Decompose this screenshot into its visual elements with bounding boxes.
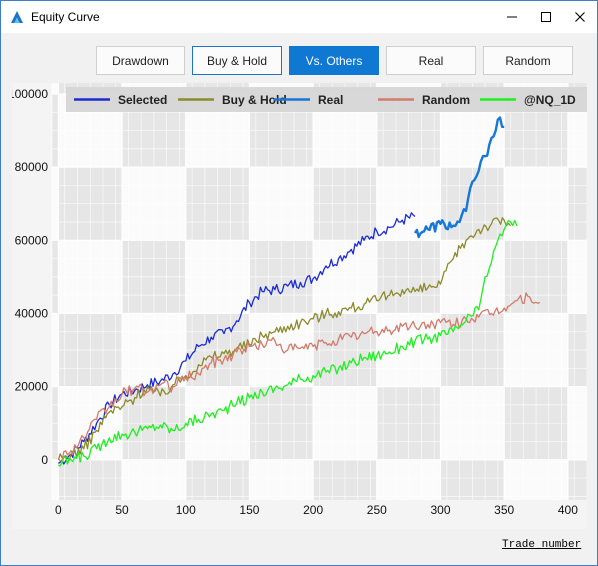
y-tick-label: 60000 — [15, 233, 49, 247]
x-tick-label: 50 — [115, 503, 129, 517]
drawdown-button[interactable]: Drawdown — [96, 46, 185, 75]
maximize-button[interactable] — [529, 1, 563, 33]
x-tick-label: 100 — [176, 503, 196, 517]
legend-label-random: Random — [422, 93, 470, 107]
app-logo-icon — [11, 11, 23, 23]
legend-label-selected: Selected — [118, 93, 167, 107]
series-line-selected — [58, 212, 416, 465]
title-bar[interactable]: Equity Curve — [1, 1, 597, 33]
y-tick-label: 80000 — [15, 160, 49, 174]
series-line-buy-hold — [57, 217, 512, 461]
legend-label-real: Real — [318, 93, 343, 107]
x-tick-label: 400 — [558, 503, 578, 517]
vs-others-button[interactable]: Vs. Others — [289, 46, 379, 75]
series-line-real — [413, 116, 505, 239]
close-icon — [575, 12, 585, 22]
legend-label-buy-hold: Buy & Hold — [222, 93, 287, 107]
series-line-random — [57, 292, 541, 462]
x-tick-label: 0 — [55, 503, 62, 517]
close-button[interactable] — [563, 1, 597, 33]
y-tick-label: 100000 — [12, 87, 48, 101]
window-title: Equity Curve — [31, 10, 100, 24]
x-tick-label: 250 — [367, 503, 387, 517]
x-axis-title: Trade number — [502, 539, 582, 551]
minimize-button[interactable] — [495, 1, 529, 33]
x-tick-label: 200 — [303, 503, 323, 517]
maximize-icon — [541, 12, 551, 22]
plot-band — [567, 459, 587, 500]
random-button[interactable]: Random — [483, 46, 573, 75]
y-tick-label: 20000 — [15, 380, 49, 394]
y-tick-label: 0 — [41, 453, 48, 467]
x-tick-label: 150 — [239, 503, 259, 517]
equity-chart[interactable]: 0 50 100 150 200 250 300 350 400 0 20000 40000 60000… — [8, 83, 588, 529]
series-line-nq-1d — [58, 219, 518, 467]
legend-label-nq-1d: @NQ_1D — [524, 93, 576, 107]
y-tick-label: 40000 — [15, 306, 49, 320]
x-tick-label: 350 — [494, 503, 514, 517]
real-button[interactable]: Real — [386, 46, 476, 75]
equity-plot[interactable]: 0 50 100 150 200 250 300 350 400 0 20000 40000 60000… — [8, 83, 588, 529]
minimize-icon — [507, 16, 517, 18]
x-tick-label: 300 — [430, 503, 450, 517]
buy-and-hold-button[interactable]: Buy & Hold — [192, 46, 282, 75]
